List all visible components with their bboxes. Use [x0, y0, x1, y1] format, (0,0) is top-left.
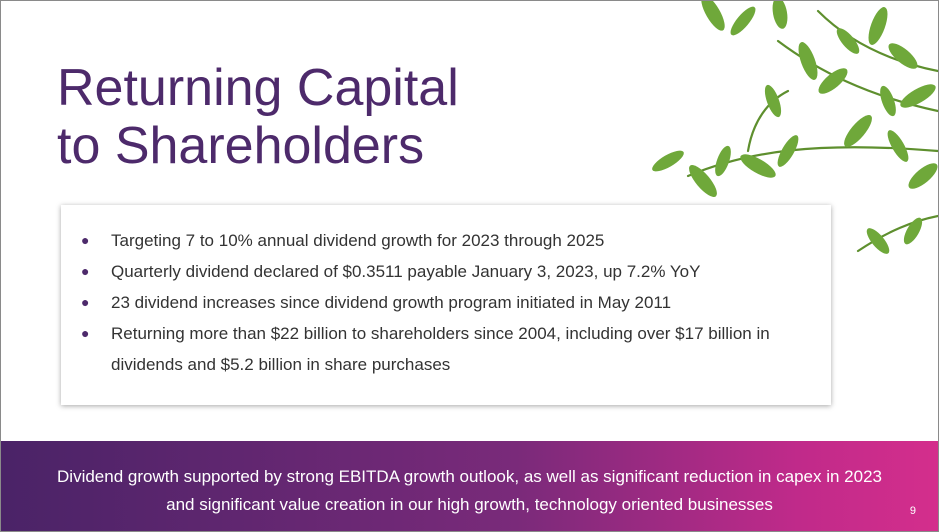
bullet-text: Quarterly dividend declared of $0.3511 p… [111, 262, 701, 281]
list-item: ● Returning more than $22 billion to sha… [81, 318, 811, 380]
bullet-dot-icon: ● [81, 263, 90, 279]
bullet-text: Returning more than $22 billion to share… [111, 324, 770, 374]
bullet-list: ● Targeting 7 to 10% annual dividend gro… [61, 205, 831, 380]
list-item: ● Targeting 7 to 10% annual dividend gro… [81, 225, 811, 256]
footer-banner: Dividend growth supported by strong EBIT… [1, 441, 938, 531]
footer-text: Dividend growth supported by strong EBIT… [57, 467, 882, 514]
list-item: ● 23 dividend increases since dividend g… [81, 287, 811, 318]
page-title: Returning Capital to Shareholders [57, 59, 459, 175]
bullet-dot-icon: ● [81, 232, 90, 248]
title-line-2: to Shareholders [57, 117, 425, 175]
bullet-text: 23 dividend increases since dividend gro… [111, 293, 672, 312]
list-item: ● Quarterly dividend declared of $0.3511… [81, 256, 811, 287]
bullet-dot-icon: ● [81, 294, 90, 310]
page-number: 9 [909, 505, 916, 517]
bullet-card: ● Targeting 7 to 10% annual dividend gro… [61, 205, 831, 405]
leaf-branch-icon [652, 1, 938, 254]
bullet-dot-icon: ● [81, 325, 90, 341]
bullet-text: Targeting 7 to 10% annual dividend growt… [111, 231, 605, 250]
title-line-1: Returning Capital [57, 59, 459, 117]
